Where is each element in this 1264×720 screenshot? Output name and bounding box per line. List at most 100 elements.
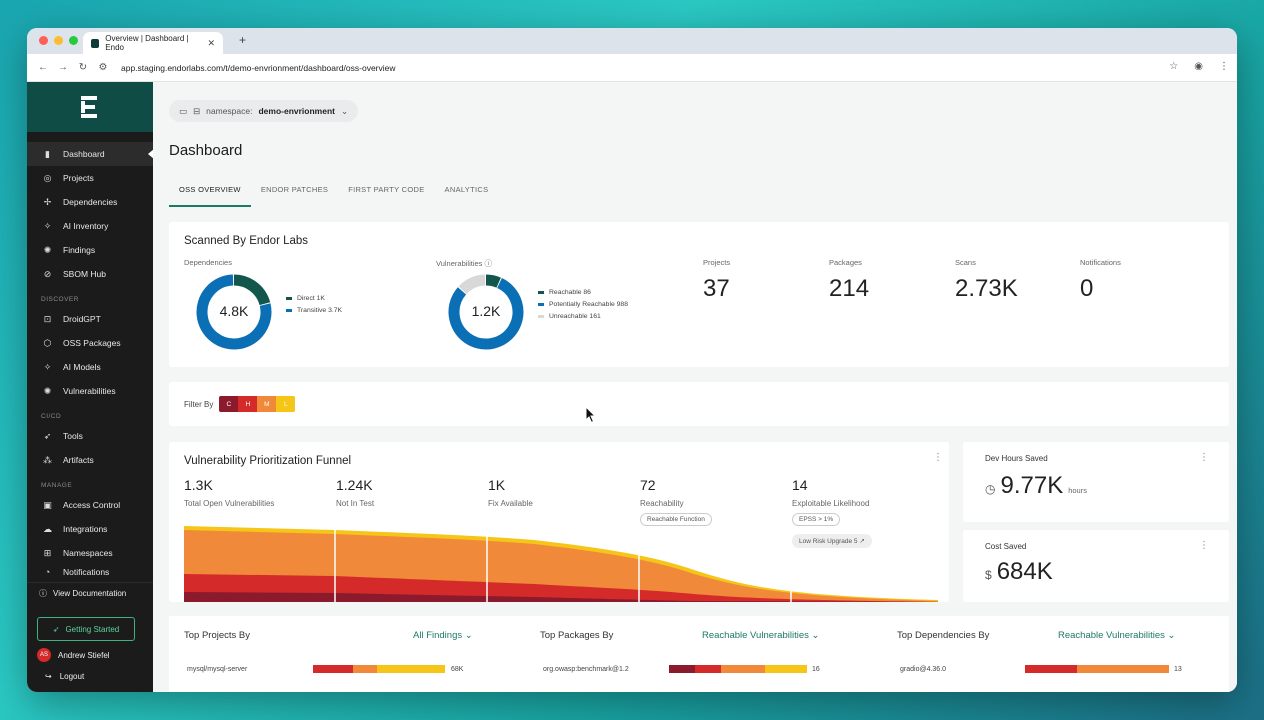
- browser-menu-icon[interactable]: ⋮: [1219, 61, 1229, 72]
- sidebar-item-access-control[interactable]: ▣ Access Control: [27, 493, 153, 517]
- close-window-button[interactable]: [39, 36, 48, 45]
- maximize-window-button[interactable]: [69, 36, 78, 45]
- low-risk-upgrade-badge[interactable]: Low Risk Upgrade 5 ↗: [792, 534, 872, 548]
- top-package-row-label[interactable]: org.owasp:benchmark@1.2: [543, 666, 629, 673]
- filter-chip-critical[interactable]: C: [219, 396, 239, 412]
- bug-icon: ✺: [43, 385, 52, 396]
- sidebar-item-sbom-hub[interactable]: ⊘ SBOM Hub: [27, 262, 153, 286]
- section-label-cicd: CI/CD: [41, 413, 62, 420]
- help-circle-icon: ⓘ: [39, 589, 47, 598]
- filter-chip-low[interactable]: L: [276, 396, 296, 412]
- sidebar-item-projects[interactable]: ◎ Projects: [27, 166, 153, 190]
- sidebar-item-artifacts[interactable]: ⁂ Artifacts: [27, 448, 153, 472]
- top-project-row-label[interactable]: mysql/mysql-server: [187, 666, 248, 673]
- sidebar-item-label: Dashboard: [63, 149, 105, 159]
- donut-segment-2[interactable]: [458, 274, 486, 295]
- sidebar-item-droidgpt[interactable]: ⊡ DroidGPT: [27, 307, 153, 331]
- epss-badge[interactable]: EPSS > 1%: [792, 513, 841, 526]
- help-circle-icon[interactable]: ⓘ: [484, 259, 493, 268]
- sidebar-item-label: Findings: [63, 245, 96, 255]
- namespace-selector[interactable]: ▭ ⊟ namespace: demo-envrionment ⌄: [169, 100, 359, 122]
- getting-started-button[interactable]: ➶ Getting Started: [37, 617, 135, 641]
- forward-arrow-icon[interactable]: →: [58, 62, 68, 73]
- endor-logo-icon[interactable]: [81, 96, 99, 118]
- site-settings-icon[interactable]: ⚙: [98, 62, 108, 73]
- sidebar-item-ai-inventory[interactable]: ✧ AI Inventory: [27, 214, 153, 238]
- browser-tab[interactable]: Overview | Dashboard | Endo ✕: [83, 32, 223, 54]
- sidebar-item-label: Vulnerabilities: [63, 386, 116, 396]
- filter-chip-high[interactable]: H: [238, 396, 258, 412]
- sidebar-item-dependencies[interactable]: ✢ Dependencies: [27, 190, 153, 214]
- close-tab-icon[interactable]: ✕: [207, 37, 215, 48]
- kebab-menu-icon[interactable]: ⋮: [1199, 540, 1209, 551]
- reload-icon[interactable]: ↻: [78, 62, 88, 73]
- stat-notifications[interactable]: Notifications 0: [1080, 258, 1121, 302]
- browser-tab-bar: Overview | Dashboard | Endo ✕ +: [27, 28, 1237, 54]
- sidebar-item-oss-packages[interactable]: ⬡ OSS Packages: [27, 331, 153, 355]
- new-tab-icon[interactable]: +: [239, 33, 247, 47]
- chevron-down-icon: ⌄: [464, 630, 473, 641]
- droidgpt-icon: ⊡: [43, 313, 52, 324]
- tab-oss-overview[interactable]: OSS OVERVIEW: [169, 180, 251, 207]
- sidebar-item-label: AI Models: [63, 362, 101, 372]
- ai-inventory-icon: ✧: [43, 220, 52, 231]
- scanned-title: Scanned By Endor Labs: [184, 235, 309, 247]
- kebab-menu-icon[interactable]: ⋮: [1199, 452, 1209, 463]
- sidebar-item-tools[interactable]: ➶ Tools: [27, 424, 153, 448]
- user-profile[interactable]: AS Andrew Stiefel: [37, 648, 110, 662]
- donut-segment-0[interactable]: [485, 274, 501, 288]
- top-projects-select[interactable]: All Findings ⌄: [413, 630, 473, 641]
- tab-first-party-code[interactable]: FIRST PARTY CODE: [348, 185, 425, 194]
- donut-segment-1[interactable]: [448, 278, 524, 350]
- cost-saved-card: Cost Saved ⋮ $ 684K: [963, 530, 1229, 602]
- bookmark-star-icon[interactable]: ☆: [1169, 61, 1179, 72]
- package-icon: ⬡: [43, 337, 52, 348]
- vulnerabilities-legend: Reachable 86 Potentially Reachable 988 U…: [538, 287, 628, 323]
- logout-icon: ↪: [45, 672, 52, 681]
- sidebar-item-label: Integrations: [63, 524, 108, 534]
- legend-item-unreachable: Unreachable 161: [538, 311, 628, 323]
- minimize-window-button[interactable]: [54, 36, 63, 45]
- sidebar-item-dashboard[interactable]: ▮ Dashboard: [27, 142, 154, 166]
- tab-endor-patches[interactable]: ENDOR PATCHES: [260, 185, 329, 194]
- sidebar-item-integrations[interactable]: ☁ Integrations: [27, 517, 153, 541]
- sidebar-item-namespaces[interactable]: ⊞ Namespaces: [27, 541, 153, 565]
- profile-icon[interactable]: ◉: [1194, 61, 1203, 72]
- stat-projects[interactable]: Projects 37: [703, 258, 731, 302]
- vulnerabilities-total: 1.2K: [472, 303, 501, 319]
- sidebar-item-notifications[interactable]: ◔ Notifications: [27, 565, 153, 579]
- kebab-menu-icon[interactable]: ⋮: [933, 452, 943, 463]
- top-dependencies-select[interactable]: Reachable Vulnerabilities ⌄: [1058, 630, 1176, 641]
- stat-packages[interactable]: Packages 214: [829, 258, 870, 302]
- rocket-icon: ➶: [52, 624, 60, 634]
- clock-icon: ◷: [985, 482, 996, 496]
- dev-hours-value: ◷ 9.77K hours: [985, 472, 1087, 499]
- legend-item-potentially-reachable: Potentially Reachable 988: [538, 299, 628, 311]
- reachable-function-badge[interactable]: Reachable Function: [640, 513, 712, 526]
- top-packages-select[interactable]: Reachable Vulnerabilities ⌄: [702, 630, 820, 641]
- sidebar-item-ai-models[interactable]: ✧ AI Models: [27, 355, 153, 379]
- cost-saved-value: $ 684K: [985, 558, 1053, 585]
- namespace-tree-icon: ⊟: [193, 105, 201, 116]
- stat-scans[interactable]: Scans 2.73K: [955, 258, 1018, 302]
- filter-chip-medium[interactable]: M: [257, 396, 277, 412]
- url-field[interactable]: app.staging.endorlabs.com/t/demo-envrion…: [121, 62, 396, 73]
- dashboard-tabs: OSS OVERVIEW ENDOR PATCHES FIRST PARTY C…: [169, 180, 498, 207]
- donut-segment-1[interactable]: [196, 274, 272, 350]
- namespaces-icon: ⊞: [43, 547, 52, 558]
- chevron-down-icon: ⌄: [1167, 630, 1176, 641]
- logout-button[interactable]: ↪ Logout: [45, 672, 85, 681]
- filter-bar: Filter By C H M L: [169, 382, 1229, 426]
- top-dependency-row-label[interactable]: gradio@4.36.0: [900, 666, 947, 673]
- tab-analytics[interactable]: ANALYTICS: [444, 185, 489, 194]
- view-documentation-link[interactable]: ⓘ View Documentation: [27, 582, 153, 604]
- donut-segment-0[interactable]: [233, 274, 271, 306]
- sidebar-item-label: AI Inventory: [63, 221, 109, 231]
- top-dependency-bar: [1025, 665, 1169, 673]
- sidebar-item-vulnerabilities[interactable]: ✺ Vulnerabilities: [27, 379, 153, 403]
- funnel-title: Vulnerability Prioritization Funnel: [184, 455, 352, 467]
- nav-main: ▮ Dashboard ◎ Projects ✢ Dependencies ✧ AI I…: [27, 132, 154, 579]
- back-arrow-icon[interactable]: ←: [38, 62, 48, 73]
- sidebar-item-findings[interactable]: ✺ Findings: [27, 238, 153, 262]
- legend-item-reachable: Reachable 86: [538, 287, 628, 299]
